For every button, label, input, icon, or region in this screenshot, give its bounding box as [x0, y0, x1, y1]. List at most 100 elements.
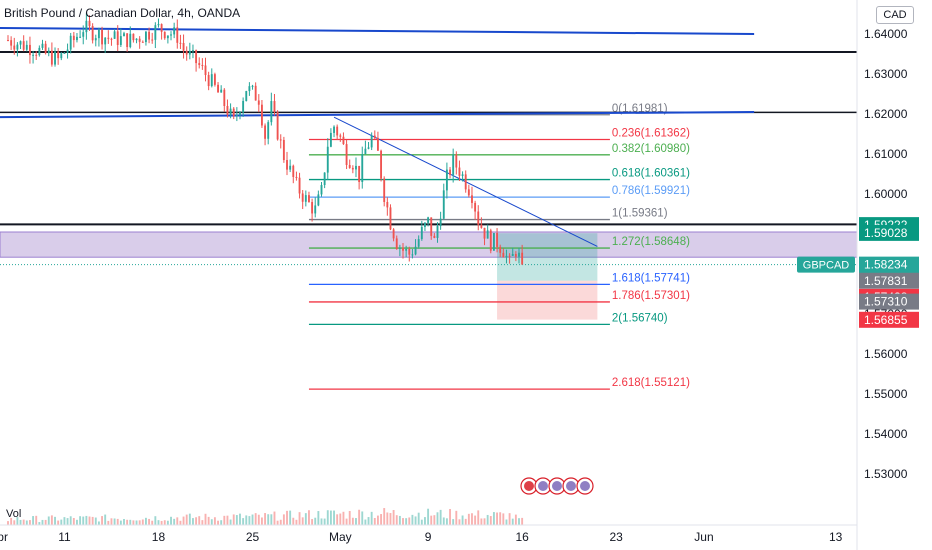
candle-body [182, 43, 185, 51]
candle-body [41, 43, 44, 48]
volume-bar [295, 519, 298, 525]
price-badge [859, 256, 919, 273]
candle-body [72, 35, 75, 41]
volume-bar [289, 510, 292, 525]
event-icon-flag [566, 481, 576, 491]
volume-bar [173, 518, 176, 525]
candle-body [110, 38, 113, 40]
volume-bar [76, 519, 78, 525]
volume-bar [107, 520, 110, 525]
candle-body [326, 146, 329, 173]
candle-body [254, 85, 257, 101]
candle-body [289, 165, 292, 170]
time-tick-label: 11 [58, 530, 71, 544]
candle-body [232, 108, 235, 117]
candle-body [198, 63, 201, 66]
candle-body [380, 150, 383, 179]
volume-bar [420, 519, 423, 525]
candle-body [16, 44, 19, 50]
volume-bar [471, 513, 473, 525]
volume-bar [50, 515, 53, 525]
volume-bar [301, 517, 304, 525]
fib-label: 2(1.56740) [612, 312, 668, 324]
candle-body [163, 31, 166, 39]
candle-body [176, 27, 179, 43]
volume-bar [47, 516, 50, 525]
volume-bar [235, 515, 238, 525]
candle-body [19, 41, 22, 45]
fib-label: 0.236(1.61362) [612, 128, 690, 140]
volume-bar [373, 517, 376, 525]
candle-body [471, 195, 473, 203]
candle-body [430, 217, 433, 236]
volume-bar [69, 516, 72, 525]
candle-body [292, 165, 295, 177]
candle-body [270, 101, 273, 123]
volume-bar [298, 512, 301, 525]
purple-zone [0, 231, 857, 258]
volume-bar [389, 513, 392, 525]
volume-bar [57, 520, 60, 525]
volume-bar [326, 510, 329, 525]
candle-body [207, 75, 210, 87]
time-tick-label: May [329, 530, 352, 544]
volume-bar [505, 519, 508, 525]
volume-bar [433, 515, 436, 525]
candle-body [329, 132, 332, 147]
candle-body [192, 50, 194, 52]
candle-body [141, 41, 144, 43]
volume-bar [97, 521, 100, 525]
fib-label: 1(1.59361) [612, 208, 668, 220]
candle-body [301, 193, 304, 202]
volume-bar [273, 511, 276, 525]
price-tick-label: 1.63000 [864, 67, 908, 81]
volume-bar [270, 514, 273, 525]
volume-bar [455, 510, 458, 525]
candle-body [88, 20, 91, 27]
candle-body [304, 195, 307, 202]
position-loss-zone [497, 280, 598, 320]
volume-bar [85, 515, 88, 525]
candle-body [417, 239, 420, 247]
volume-bar [502, 513, 505, 525]
candle-body [126, 33, 129, 48]
candle-body [445, 169, 448, 191]
candle-body [123, 33, 125, 37]
candle-body [433, 235, 436, 238]
volume-bar [477, 510, 480, 525]
volume-bar [323, 518, 326, 525]
currency-badge[interactable]: CAD [876, 6, 914, 24]
fib-label: 1.618(1.57741) [612, 272, 690, 284]
volume-bar [511, 518, 514, 525]
candle-body [364, 148, 367, 155]
candle-body [314, 205, 317, 214]
candle-body [82, 32, 85, 37]
price-badge-label: 1.57310 [864, 295, 908, 309]
price-badge [859, 311, 919, 328]
volume-bar [339, 513, 342, 525]
candle-body [395, 238, 398, 249]
volume-bar [445, 518, 448, 525]
candle-body [63, 52, 66, 54]
candle-body [452, 154, 455, 175]
price-tick-label: 1.61000 [864, 147, 908, 161]
volume-bar [286, 510, 288, 525]
volume-bar [7, 521, 9, 525]
volume-bar [492, 512, 495, 525]
volume-bar [144, 517, 147, 525]
volume-bar [414, 516, 417, 525]
volume-bar [210, 519, 213, 525]
candle-body [518, 252, 520, 257]
candle-body [420, 226, 423, 240]
candle-body [264, 125, 267, 139]
candle-body [486, 230, 489, 239]
volume-bar [345, 518, 348, 525]
position-profit-zone [497, 233, 598, 281]
candle-body [135, 38, 138, 41]
volume-bar [251, 514, 254, 525]
candle-body [101, 29, 103, 45]
candle-body [411, 254, 414, 256]
volume-bar [66, 518, 69, 525]
volume-bar [148, 518, 151, 525]
